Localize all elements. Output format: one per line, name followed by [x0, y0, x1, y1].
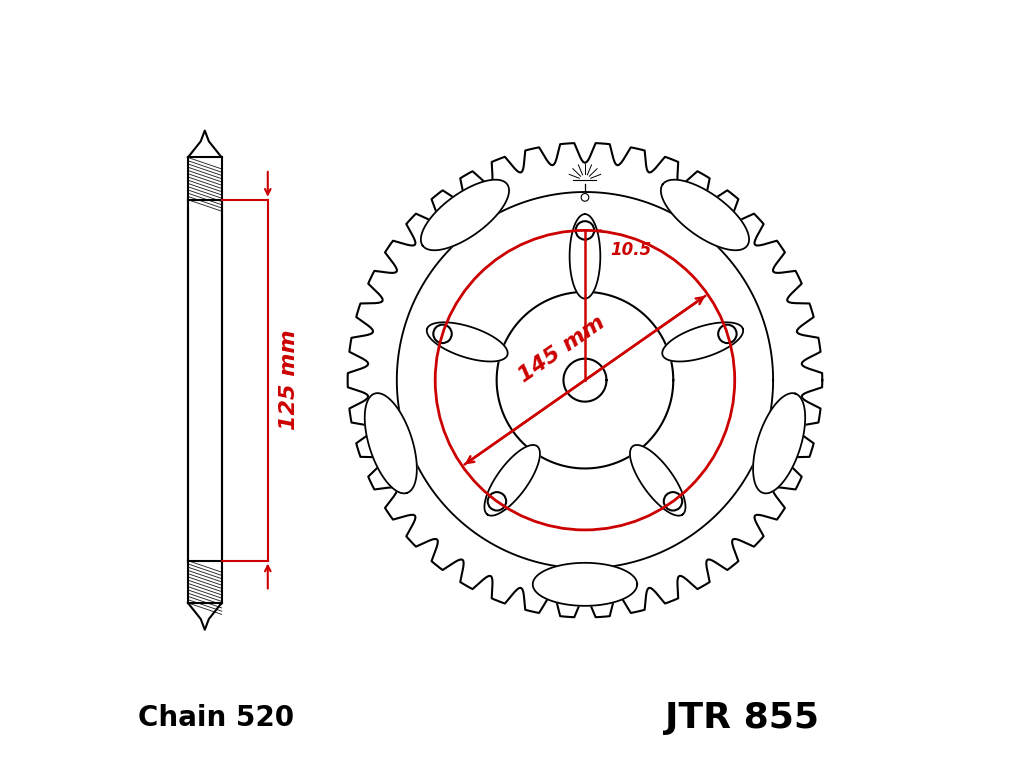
Polygon shape: [569, 214, 600, 299]
Circle shape: [718, 325, 736, 343]
Polygon shape: [630, 445, 685, 515]
Circle shape: [433, 325, 452, 343]
Text: JTR 855: JTR 855: [666, 701, 819, 735]
Polygon shape: [421, 180, 509, 250]
Polygon shape: [753, 393, 805, 493]
Polygon shape: [532, 563, 637, 606]
Polygon shape: [660, 180, 750, 250]
Bar: [188, 200, 221, 561]
Polygon shape: [663, 323, 743, 362]
Polygon shape: [427, 323, 508, 362]
Polygon shape: [484, 445, 540, 515]
Circle shape: [487, 492, 506, 511]
Text: 145 mm: 145 mm: [515, 313, 609, 386]
Circle shape: [582, 194, 589, 201]
Text: Chain 520: Chain 520: [138, 704, 294, 732]
Text: 125 mm: 125 mm: [280, 330, 299, 430]
Circle shape: [664, 492, 682, 511]
Circle shape: [575, 221, 594, 240]
Polygon shape: [365, 393, 417, 493]
Text: 10.5: 10.5: [610, 240, 651, 259]
